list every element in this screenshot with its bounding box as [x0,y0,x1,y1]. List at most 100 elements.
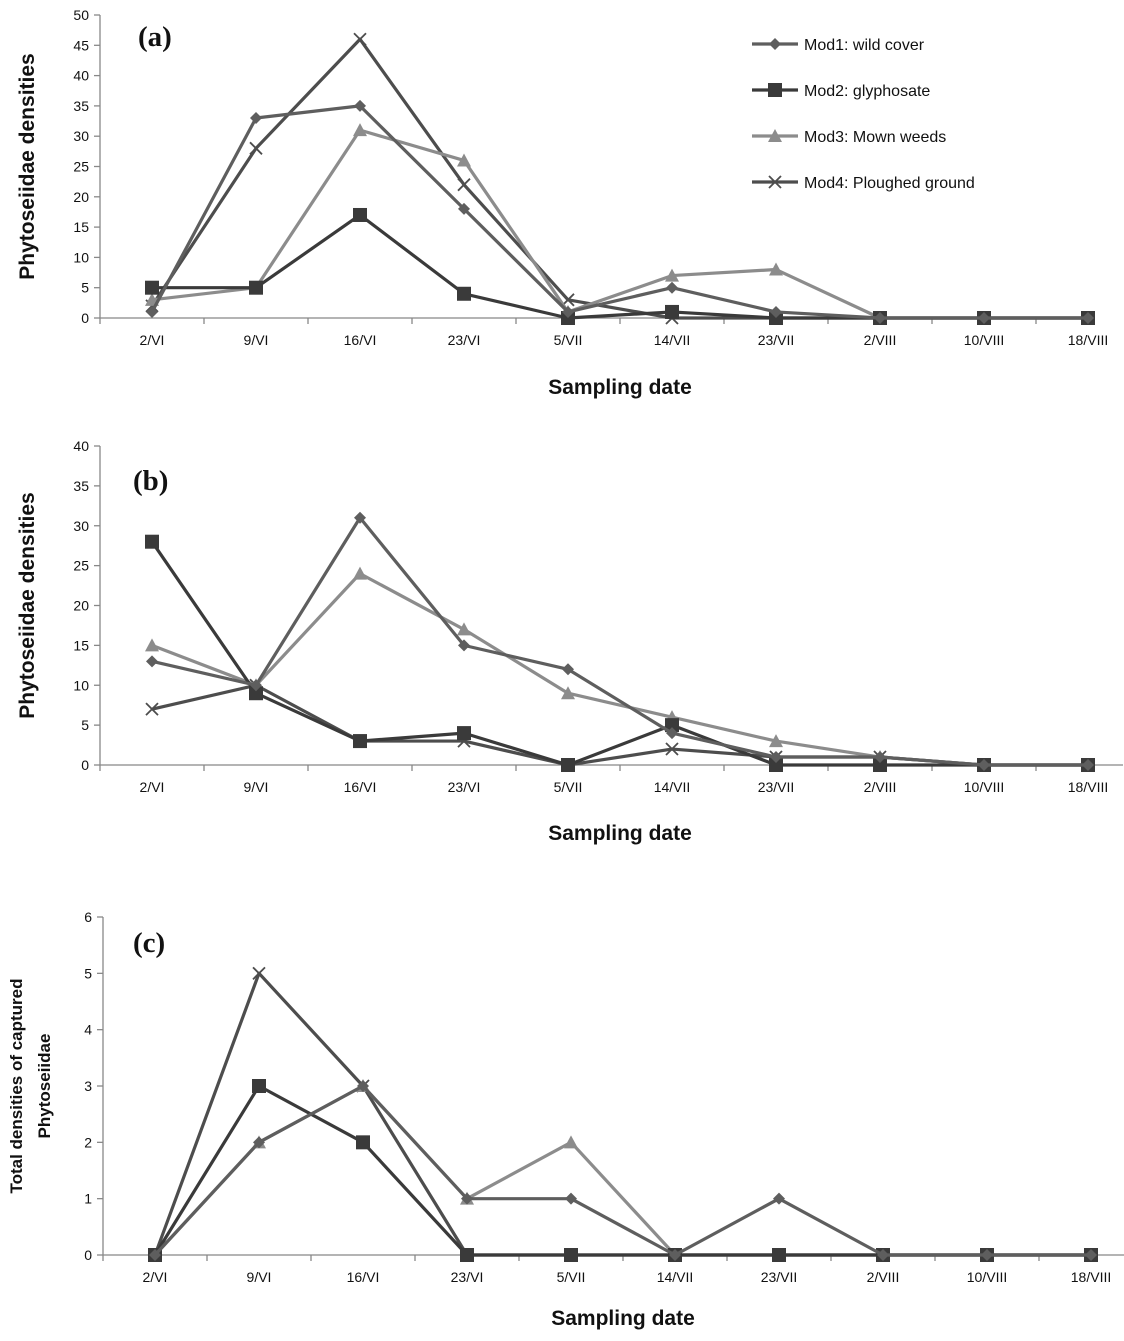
panel-a-y-tick-label: 15 [73,219,89,235]
data-point-x [665,742,679,756]
data-point-square [145,280,159,295]
panel-b-x-tick-label: 2/VI [140,779,165,795]
panel-c-x-tick-label: 14/VII [657,1269,694,1285]
data-point-square [665,718,679,733]
panel-c-x-tick-label: 2/VIII [867,1269,900,1285]
panel-c-y-tick-label: 4 [84,1022,92,1038]
panel-b-y-axis-title: Phytoseiidae densities [16,492,39,718]
data-point-diamond [669,1249,681,1261]
data-point-diamond [146,655,158,668]
legend-marker-diamond [769,38,781,50]
panel-c-x-tick-label: 18/VIII [1071,1269,1111,1285]
panel-a-x-tick-label: 23/VI [448,332,481,348]
data-point-triangle [561,686,575,700]
data-point-x [249,141,263,155]
panel-c-y-tick-label: 3 [84,1078,92,1094]
panel-a-y-tick-label: 20 [73,189,89,205]
panel-b-x-tick-label: 23/VII [758,779,795,795]
panel-a-x-axis-title: Sampling date [548,376,692,399]
data-point-diamond [1082,312,1094,324]
data-point-diamond [354,99,366,112]
data-point-square [873,758,887,772]
data-point-square [249,280,263,295]
panel-c-series-mod3-mown-weeds [148,1079,1098,1261]
data-point-diamond [1082,759,1094,771]
data-point-triangle [665,268,679,282]
data-point-square [769,311,783,325]
panel-b-y-tick-label: 10 [73,677,89,693]
data-point-diamond [253,1136,265,1149]
data-point-diamond [565,1192,577,1205]
legend-label: Mod3: Mown weeds [804,129,946,146]
data-point-square [665,304,679,319]
data-point-square [769,758,783,772]
data-point-square [353,207,367,222]
panel-c-x-tick-label: 10/VIII [967,1269,1007,1285]
data-point-triangle [769,734,783,748]
data-point-x [353,32,367,46]
series-line [151,683,1088,767]
panel-c-label: (c) [133,927,165,959]
data-point-square [564,1248,578,1262]
panel-a-x-tick-label: 23/VII [758,332,795,348]
data-point-diamond [773,1192,785,1205]
data-point-diamond [250,112,262,125]
data-point-triangle [457,622,471,636]
panel-c-y-axis-title: Total densities of captured [7,978,26,1193]
panel-a-y-tick-label: 50 [73,7,89,23]
panel-b-x-tick-label: 10/VIII [964,779,1004,795]
panel-a-x-tick-label: 14/VII [654,332,691,348]
panel-a-x-tick-label: 2/VIII [864,332,897,348]
panel-c-y-tick-label: 2 [84,1134,92,1150]
panel-b-series-mod2-glyphosate [145,534,1095,772]
panel-a-y-tick-label: 25 [73,159,89,175]
data-point-diamond [458,202,470,215]
series-line [151,516,1088,767]
panel-c-x-tick-label: 2/VI [143,1269,168,1285]
panel-a-y-tick-label: 0 [81,310,89,326]
series-line [150,104,1088,320]
panel-a-x-tick-label: 18/VIII [1068,332,1108,348]
series-line [151,571,1088,767]
data-point-diamond [146,305,158,318]
panel-a-series-mod1-wild-cover [146,99,1094,324]
data-point-square [460,1248,474,1262]
data-point-diamond [1085,1249,1097,1261]
panel-c-x-tick-label: 16/VI [347,1269,380,1285]
panel-b-x-tick-label: 18/VIII [1068,779,1108,795]
legend: Mod1: wild cover Mod2: glyphosate Mod3: Mo… [752,37,975,192]
panel-c-x-tick-label: 5/VII [557,1269,586,1285]
data-point-square [249,686,263,701]
data-point-diamond [250,679,262,692]
panel-a-series-mod3-mown-weeds [145,123,1095,324]
panel-c-x-axis-title: Sampling date [551,1307,695,1330]
panel-b-x-tick-label: 14/VII [654,779,691,795]
panel-c-x-tick-label: 23/VI [451,1269,484,1285]
data-point-diamond [666,727,678,740]
legend-marker-x [768,175,782,189]
panel-c-y-tick-label: 1 [84,1191,92,1207]
panel-a-label: (a) [138,21,172,53]
data-point-diamond [562,663,574,676]
data-point-diamond [149,1249,161,1261]
data-point-diamond [666,281,678,294]
panel-b-y-tick-label: 5 [81,717,89,733]
legend-item-mod3-mown-weeds: Mod3: Mown weeds [752,129,946,146]
data-point-x [252,966,266,980]
data-point-triangle [353,123,367,137]
data-point-x [457,178,471,192]
panel-a-x-tick-label: 9/VI [244,332,269,348]
legend-item-mod2-glyphosate: Mod2: glyphosate [752,83,930,100]
panel-b-x-tick-label: 5/VII [554,779,583,795]
panel-b-series-mod1-wild-cover [146,511,1094,771]
data-point-triangle [353,566,367,580]
panel-c-series-mod2-glyphosate [148,1079,1098,1262]
data-point-square [356,1135,370,1150]
panel-a-x-tick-label: 5/VII [554,332,583,348]
panel-a-x-tick-label: 16/VI [344,332,377,348]
data-point-square [772,1248,786,1262]
data-point-x [145,702,159,716]
panel-a: 0 5 10 15 20 25 30 35 40 45 50 2/VI 9/VI 16/VI 23/VI 5/… [16,7,1108,399]
